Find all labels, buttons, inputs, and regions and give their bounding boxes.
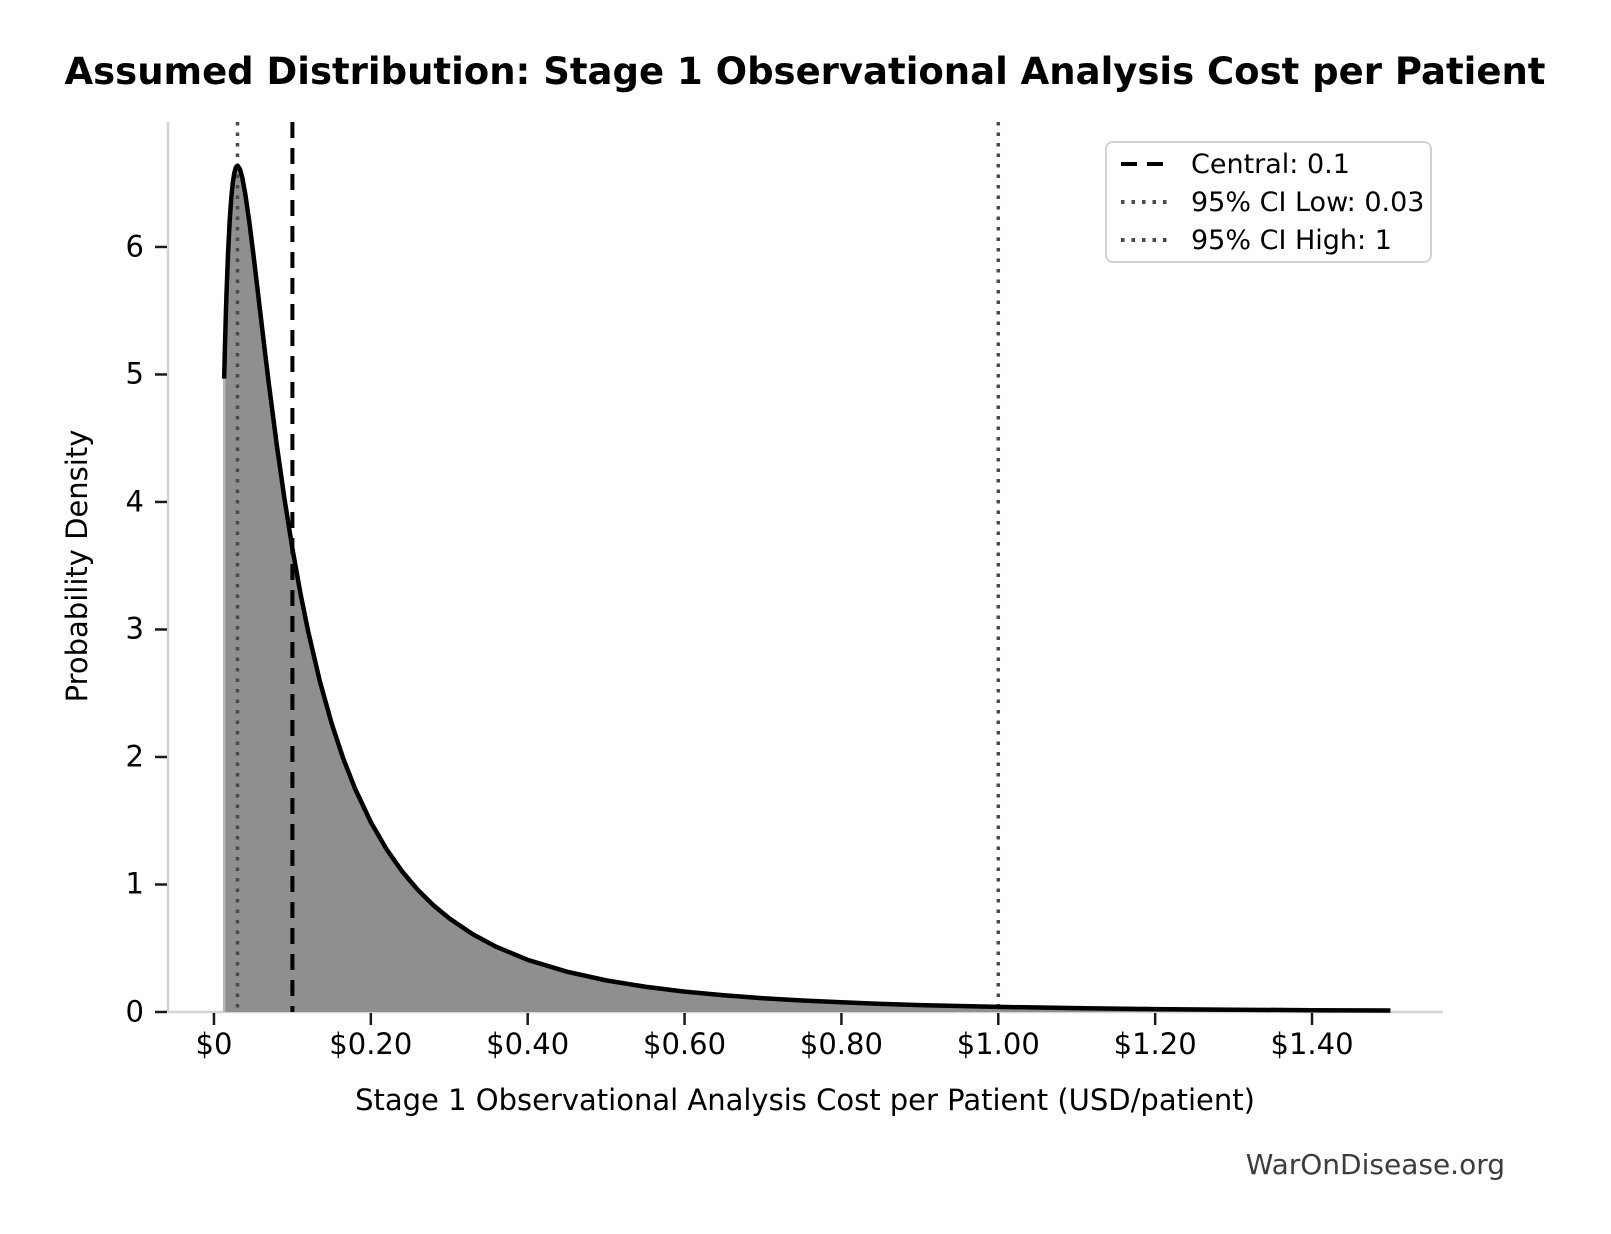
y-tick-label: 5 xyxy=(125,356,144,391)
legend-item-central: Central: 0.1 xyxy=(1121,145,1416,183)
y-tick-label: 4 xyxy=(125,484,144,519)
legend-label: Central: 0.1 xyxy=(1191,148,1350,180)
legend-item-ci-high: 95% CI High: 1 xyxy=(1121,221,1416,259)
x-tick-label: $1.20 xyxy=(1113,1027,1197,1061)
dashed-line-icon xyxy=(1121,162,1171,166)
legend-label: 95% CI Low: 0.03 xyxy=(1191,186,1425,218)
y-tick-label: 6 xyxy=(125,229,144,264)
y-tick-label: 1 xyxy=(125,866,144,901)
x-tick-label: $0 xyxy=(195,1027,233,1061)
x-axis-label: Stage 1 Observational Analysis Cost per … xyxy=(355,1083,1255,1117)
legend: Central: 0.1 95% CI Low: 0.03 95% CI Hig… xyxy=(1105,141,1432,263)
x-tick-label: $0.80 xyxy=(799,1027,883,1061)
watermark: WarOnDisease.org xyxy=(1245,1148,1505,1181)
density-fill xyxy=(224,165,1391,1013)
dotted-line-icon xyxy=(1121,238,1171,242)
x-tick-label: $0.40 xyxy=(486,1027,570,1061)
legend-label: 95% CI High: 1 xyxy=(1191,224,1392,256)
x-tick-label: $1.40 xyxy=(1270,1027,1354,1061)
y-axis-label: Probability Density xyxy=(60,429,94,703)
x-tick-label: $0.20 xyxy=(329,1027,413,1061)
x-tick-label: $0.60 xyxy=(643,1027,727,1061)
y-tick-label: 0 xyxy=(125,994,144,1029)
x-tick-label: $1.00 xyxy=(956,1027,1040,1061)
y-tick-label: 3 xyxy=(125,611,144,646)
dotted-line-icon xyxy=(1121,200,1171,204)
chart-title: Assumed Distribution: Stage 1 Observatio… xyxy=(64,50,1546,93)
density-curve xyxy=(221,163,1391,1013)
y-tick-label: 2 xyxy=(125,739,144,774)
legend-item-ci-low: 95% CI Low: 0.03 xyxy=(1121,183,1424,221)
